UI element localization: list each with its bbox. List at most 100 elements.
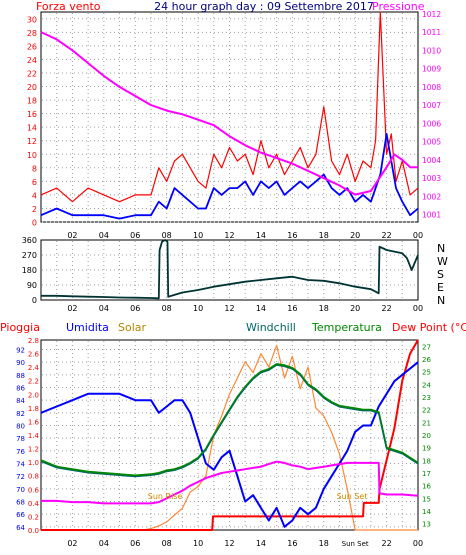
x-tick-label: 16 bbox=[287, 231, 297, 240]
x-tick-label: 10 bbox=[193, 304, 203, 313]
right-tick-label: 1008 bbox=[422, 83, 441, 92]
annotations: Sun Rise Sun Set bbox=[148, 492, 368, 501]
right-tick-label: 1004 bbox=[422, 156, 441, 165]
humidity-tick-label: 74 bbox=[16, 461, 25, 469]
humidity-tick-label: 84 bbox=[16, 397, 25, 405]
humidity-tick-label: 64 bbox=[16, 524, 25, 532]
x-tick-label: 18 bbox=[319, 304, 329, 313]
humidity-tick-label: 88 bbox=[16, 372, 25, 380]
rain-tick-label: 0.2 bbox=[28, 513, 39, 521]
direction-tick-label: 360 bbox=[22, 236, 37, 245]
humidity-tick-label: 68 bbox=[16, 499, 25, 507]
x-tick-label: 16 bbox=[287, 304, 297, 313]
x-tick-label: 04 bbox=[99, 231, 109, 240]
direction-tick-label: 180 bbox=[22, 266, 37, 275]
series-humidity bbox=[40, 361, 419, 528]
x-tick-label: 10 bbox=[193, 231, 203, 240]
legend-item: Dew Point (°C) bbox=[392, 321, 466, 334]
x-tick-label: 14 bbox=[256, 231, 266, 240]
rain-tick-label: 2.6 bbox=[28, 351, 40, 359]
x-tick-label: 12 bbox=[224, 304, 234, 313]
temp-tick-label: 26 bbox=[422, 356, 431, 364]
x-tick-label: 14 bbox=[256, 304, 266, 313]
x-tick-label: 10 bbox=[193, 539, 203, 548]
left-tick-label: 26 bbox=[27, 42, 37, 51]
left-tick-label: 18 bbox=[27, 97, 37, 106]
right-tick-label: 1005 bbox=[422, 138, 441, 147]
x-tick-label: 12 bbox=[224, 231, 234, 240]
axis-ticks: 0246810121416182022242628301001100210031… bbox=[16, 10, 448, 548]
humidity-tick-label: 86 bbox=[16, 385, 25, 393]
left-tick-label: 2 bbox=[32, 205, 37, 214]
humidity-tick-label: 78 bbox=[16, 435, 25, 443]
rain-tick-label: 0.8 bbox=[28, 473, 39, 481]
left-tick-label: 6 bbox=[32, 178, 37, 187]
temp-tick-label: 25 bbox=[422, 369, 431, 377]
legend-item: Solar bbox=[118, 321, 147, 334]
direction-letter: W bbox=[437, 255, 448, 268]
legend-item: Pioggia bbox=[0, 321, 40, 334]
temp-tick-label: 24 bbox=[422, 381, 431, 389]
rain-tick-label: 2.8 bbox=[28, 337, 39, 345]
x-tick-label: 02 bbox=[67, 304, 77, 313]
x-tick-label: Sun Set bbox=[342, 540, 369, 548]
direction-letter: E bbox=[437, 281, 444, 294]
series-wind-direction bbox=[41, 239, 419, 300]
direction-letter: N bbox=[437, 242, 445, 255]
x-tick-label: 08 bbox=[162, 304, 172, 313]
left-tick-label: 16 bbox=[27, 110, 37, 119]
x-tick-label: 02 bbox=[67, 539, 77, 548]
x-tick-label: 18 bbox=[319, 231, 329, 240]
series-windchill bbox=[40, 364, 419, 478]
right-tick-label: 1001 bbox=[422, 211, 441, 220]
x-tick-label: 04 bbox=[99, 539, 109, 548]
temp-tick-label: 21 bbox=[422, 419, 431, 427]
rain-tick-label: 1.8 bbox=[28, 405, 39, 413]
left-tick-label: 0 bbox=[32, 219, 37, 228]
rain-tick-label: 2.4 bbox=[28, 364, 40, 372]
x-tick-label: 22 bbox=[381, 304, 391, 313]
rain-tick-label: 1.2 bbox=[28, 446, 39, 454]
right-tick-label: 1010 bbox=[422, 46, 441, 55]
rain-tick-label: 1.6 bbox=[28, 418, 40, 426]
right-tick-label: 1009 bbox=[422, 65, 441, 74]
left-tick-label: 30 bbox=[27, 15, 37, 24]
rain-tick-label: 2.2 bbox=[28, 378, 39, 386]
rain-tick-label: 0.6 bbox=[28, 486, 40, 494]
humidity-tick-label: 92 bbox=[16, 347, 25, 355]
x-tick-label: 22 bbox=[381, 539, 391, 548]
temp-tick-label: 22 bbox=[422, 407, 431, 415]
x-tick-label: 04 bbox=[99, 304, 109, 313]
right-tick-label: 1011 bbox=[422, 28, 441, 37]
grid-lines bbox=[42, 13, 417, 529]
left-tick-label: 28 bbox=[27, 29, 37, 38]
temp-tick-label: 14 bbox=[422, 508, 431, 516]
series-dew-point bbox=[41, 460, 419, 505]
x-tick-label: 00 bbox=[413, 304, 423, 313]
x-tick-label: 20 bbox=[350, 304, 360, 313]
sunrise-annotation: Sun Rise bbox=[148, 492, 183, 501]
x-tick-label: 08 bbox=[162, 539, 172, 548]
right-tick-label: 1012 bbox=[422, 10, 441, 19]
left-axis-label: Forza vento bbox=[36, 0, 101, 13]
humidity-tick-label: 82 bbox=[16, 410, 25, 418]
temp-tick-label: 27 bbox=[422, 343, 431, 351]
left-tick-label: 8 bbox=[32, 164, 37, 173]
humidity-tick-label: 72 bbox=[16, 473, 25, 481]
x-tick-label: 00 bbox=[413, 231, 423, 240]
x-tick-label: 02 bbox=[67, 231, 77, 240]
series-pressure bbox=[40, 31, 418, 196]
series-solar bbox=[41, 344, 418, 531]
right-tick-label: 1007 bbox=[422, 101, 441, 110]
right-tick-label: 1003 bbox=[422, 174, 441, 183]
temp-tick-label: 23 bbox=[422, 394, 431, 402]
x-tick-label: 22 bbox=[381, 231, 391, 240]
chart-title: 24 hour graph day : 09 Settembre 2017 bbox=[154, 0, 374, 13]
legend-item: Temperatura bbox=[311, 321, 382, 334]
x-tick-label: 08 bbox=[162, 231, 172, 240]
temp-tick-label: 13 bbox=[422, 521, 431, 529]
x-tick-label: 12 bbox=[224, 539, 234, 548]
series-wind-average bbox=[40, 132, 419, 220]
direction-letter: S bbox=[437, 268, 444, 281]
